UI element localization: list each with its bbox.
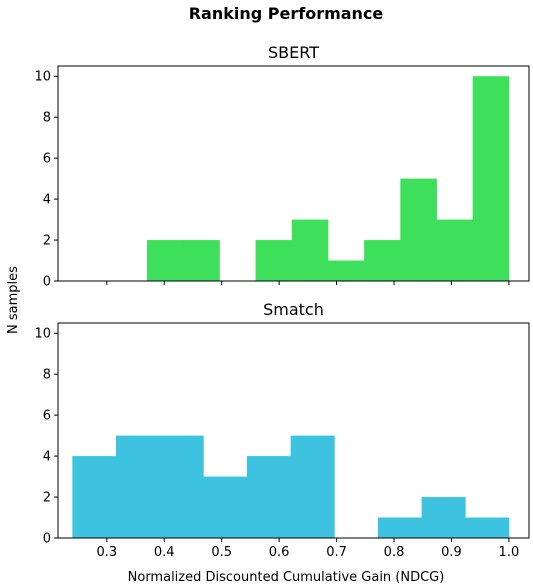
smatch-bar xyxy=(421,497,466,538)
sbert-panel: SBERT 0 2 4 6 8 10 xyxy=(34,43,530,290)
sbert-axes-frame xyxy=(57,65,530,282)
x-tick-label: 0.4 xyxy=(154,545,175,560)
sbert-bar xyxy=(472,76,510,282)
x-tick-label: 0.3 xyxy=(96,545,117,560)
smatch-axes-frame xyxy=(57,322,530,539)
sbert-bar xyxy=(291,219,329,281)
x-tick-label: 0.9 xyxy=(441,545,462,560)
sbert-bar xyxy=(147,240,184,281)
figure-title: Ranking Performance xyxy=(189,4,384,23)
sbert-y-tick-label: 0 xyxy=(43,275,51,290)
sbert-bar xyxy=(400,178,437,281)
sbert-bar xyxy=(436,219,474,281)
sbert-y-tick-label: 4 xyxy=(43,193,51,208)
sbert-y-tick-label: 8 xyxy=(43,111,51,126)
smatch-panel: Smatch 0 2 4 6 8 10 0.3 0.4 0.5 0.6 0.7 0.8 0.9 1.0 xyxy=(34,300,530,560)
x-tick-label: 0.7 xyxy=(326,545,347,560)
sbert-y-tick-label: 6 xyxy=(43,152,51,167)
smatch-y-tick-label: 0 xyxy=(43,532,51,547)
smatch-y-tick-label: 2 xyxy=(43,491,51,506)
x-tick-label: 0.5 xyxy=(211,545,232,560)
sbert-y-tick-label: 2 xyxy=(43,234,51,249)
sbert-bar xyxy=(183,240,220,281)
smatch-bar xyxy=(116,435,161,538)
sbert-bar xyxy=(255,240,293,281)
sbert-bar xyxy=(364,240,401,281)
smatch-y-tick-label: 6 xyxy=(43,409,51,424)
smatch-bar xyxy=(465,517,510,538)
smatch-bar xyxy=(72,456,117,538)
x-tick-label: 0.6 xyxy=(269,545,290,560)
smatch-bar xyxy=(290,435,335,538)
smatch-bar xyxy=(159,435,204,538)
smatch-y-tick-label: 4 xyxy=(43,450,51,465)
smatch-bar xyxy=(203,476,248,538)
x-tick-label: 0.8 xyxy=(384,545,405,560)
smatch-y-tick-label: 10 xyxy=(34,327,51,342)
x-tick-label: 1.0 xyxy=(499,545,520,560)
x-axis-label: Normalized Discounted Cumulative Gain (N… xyxy=(128,570,445,585)
smatch-y-tick-label: 8 xyxy=(43,368,51,383)
smatch-panel-title: Smatch xyxy=(263,300,324,319)
sbert-y-tick-label: 10 xyxy=(34,70,51,85)
sbert-panel-title: SBERT xyxy=(268,43,319,62)
smatch-bar xyxy=(377,517,422,538)
sbert-bar xyxy=(327,260,365,281)
y-axis-label: N samples xyxy=(6,266,21,334)
smatch-bar xyxy=(246,456,292,538)
